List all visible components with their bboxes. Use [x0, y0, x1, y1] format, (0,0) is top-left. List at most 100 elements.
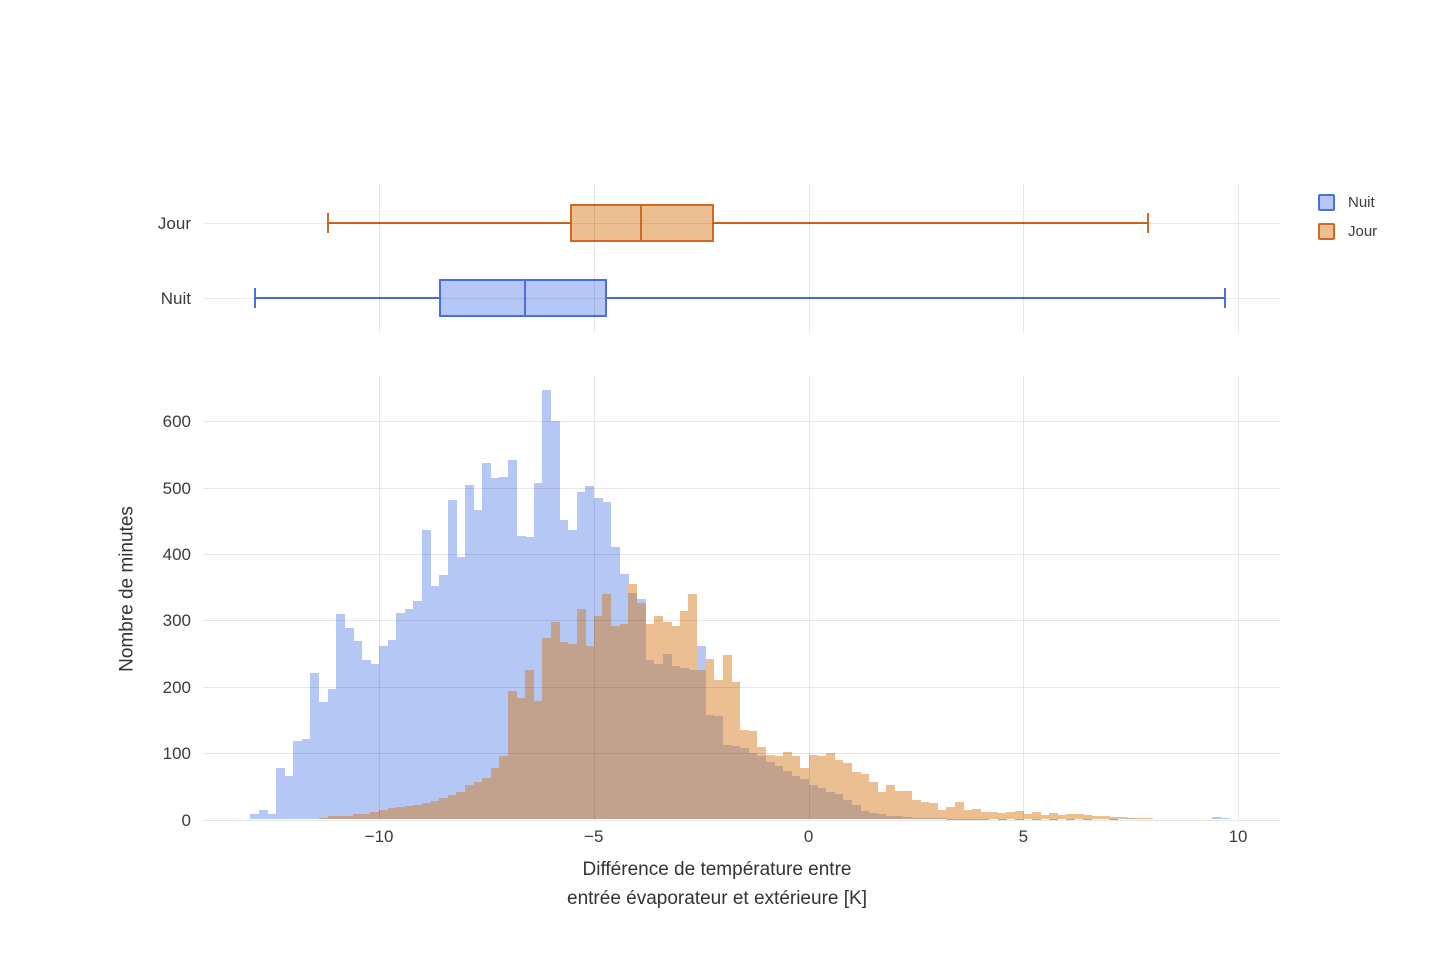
- hist-bar-jour: [980, 811, 990, 820]
- hist-bar-overlap: [885, 815, 895, 820]
- hist-bar-jour: [971, 808, 981, 820]
- hist-bar-overlap: [576, 609, 586, 820]
- hist-bar-jour: [1143, 817, 1153, 820]
- hist-bar-overlap: [593, 615, 603, 820]
- hist-bar-overlap: [928, 818, 938, 820]
- hist-bar-nuit: [430, 585, 440, 820]
- y-tick-label: 300: [162, 611, 191, 631]
- hist-bar-nuit: [447, 500, 457, 820]
- hist-bar-overlap: [507, 691, 517, 820]
- hist-bar-jour: [1100, 816, 1110, 820]
- hist-bar-nuit: [439, 575, 449, 820]
- hist-bar-overlap: [387, 808, 397, 820]
- box-nuit[interactable]: [439, 278, 607, 317]
- hist-bar-jour: [1023, 813, 1033, 820]
- hist-bar-overlap: [550, 622, 560, 820]
- hist-bar-nuit: [293, 741, 303, 820]
- hist-bar-overlap: [1031, 818, 1041, 820]
- hist-bar-overlap: [379, 809, 389, 820]
- y-tick-label: 100: [162, 744, 191, 764]
- hist-bar-jour: [722, 654, 732, 820]
- legend-swatch-nuit-icon: [1318, 194, 1335, 211]
- x-gridline: [808, 375, 810, 820]
- box-row-gridline: [203, 297, 1281, 299]
- legend-label-jour: Jour: [1348, 223, 1378, 240]
- hist-bar-overlap: [739, 747, 749, 820]
- hist-bar-nuit: [301, 739, 311, 820]
- box-whisker-cap-nuit: [1224, 287, 1227, 308]
- hist-bar-overlap: [782, 771, 792, 820]
- x-gridline: [379, 183, 381, 333]
- hist-bar-jour: [1134, 817, 1144, 820]
- hist-bar-overlap: [327, 816, 337, 820]
- x-gridline: [1023, 375, 1025, 820]
- hist-bar-overlap: [533, 701, 543, 820]
- x-tick-label: −5: [584, 827, 604, 846]
- hist-bar-overlap: [842, 799, 852, 820]
- hist-bar-nuit: [353, 641, 363, 820]
- hist-bar-overlap: [774, 766, 784, 820]
- hist-bar-nuit: [490, 478, 500, 820]
- box-whisker-line-nuit: [254, 296, 1226, 299]
- hist-bar-overlap: [602, 593, 612, 820]
- hist-bar-overlap: [946, 818, 955, 820]
- hist-bar-jour: [825, 753, 835, 820]
- y-gridline: [203, 421, 1281, 423]
- hist-bar-jour: [911, 800, 921, 820]
- hist-bar-overlap: [396, 806, 406, 820]
- box-whisker-line-jour: [327, 221, 1148, 224]
- hist-bar-overlap: [568, 644, 578, 820]
- hist-bar-overlap: [860, 810, 870, 820]
- hist-bar-jour: [1049, 812, 1059, 820]
- legend-item-nuit[interactable]: Nuit: [1318, 194, 1377, 211]
- hist-bar-overlap: [868, 812, 878, 820]
- legend-swatch-jour-icon: [1318, 223, 1335, 240]
- box-whisker-cap-jour: [326, 212, 329, 233]
- legend: Nuit Jour: [1318, 194, 1378, 253]
- hist-bar-overlap: [705, 714, 715, 820]
- hist-bar-overlap: [757, 756, 767, 820]
- hist-bar-jour: [954, 801, 964, 820]
- y-tick-label: 600: [162, 412, 191, 432]
- x-gridline: [1238, 183, 1240, 333]
- hist-bar-overlap: [516, 698, 526, 820]
- x-tick-label: −10: [364, 827, 394, 846]
- hist-bar-overlap: [628, 592, 638, 820]
- hist-bar-overlap: [1049, 818, 1059, 820]
- y-gridline: [203, 753, 1281, 755]
- hist-bar-overlap: [336, 815, 346, 820]
- hist-bar-overlap: [525, 669, 535, 820]
- hist-bar-nuit: [404, 608, 414, 820]
- hist-bar-overlap: [791, 775, 801, 820]
- x-axis-title: Différence de température entre entrée é…: [567, 855, 867, 913]
- hist-bar-overlap: [413, 804, 423, 820]
- hist-bar-jour: [903, 790, 913, 820]
- x-tick-label: 10: [1228, 827, 1248, 846]
- hist-bar-nuit: [482, 463, 492, 820]
- box-whisker-cap-nuit: [253, 287, 256, 308]
- hist-bar-overlap: [430, 800, 440, 820]
- box-median-jour: [640, 205, 643, 240]
- hist-bar-jour: [920, 801, 930, 820]
- hist-bar-jour: [1109, 816, 1119, 820]
- hist-bar-overlap: [353, 814, 363, 820]
- x-gridline: [379, 375, 381, 820]
- hist-bar-overlap: [980, 818, 990, 820]
- hist-bar-nuit: [473, 510, 483, 820]
- hist-bar-overlap: [482, 778, 492, 820]
- hist-bar-nuit: [327, 689, 337, 820]
- hist-bar-overlap: [1126, 817, 1136, 820]
- hist-bar-jour: [842, 763, 852, 820]
- x-gridline: [808, 183, 810, 333]
- box-jour[interactable]: [570, 203, 715, 242]
- hist-bar-jour: [1066, 813, 1076, 820]
- hist-bar-overlap: [542, 637, 552, 820]
- hist-bar-overlap: [911, 817, 921, 820]
- y-gridline: [203, 819, 1281, 821]
- hist-bar-nuit: [1220, 818, 1230, 820]
- legend-item-jour[interactable]: Jour: [1318, 223, 1378, 240]
- hist-bar-overlap: [817, 787, 827, 820]
- hist-bar-overlap: [971, 818, 981, 820]
- hist-bar-nuit: [550, 421, 560, 820]
